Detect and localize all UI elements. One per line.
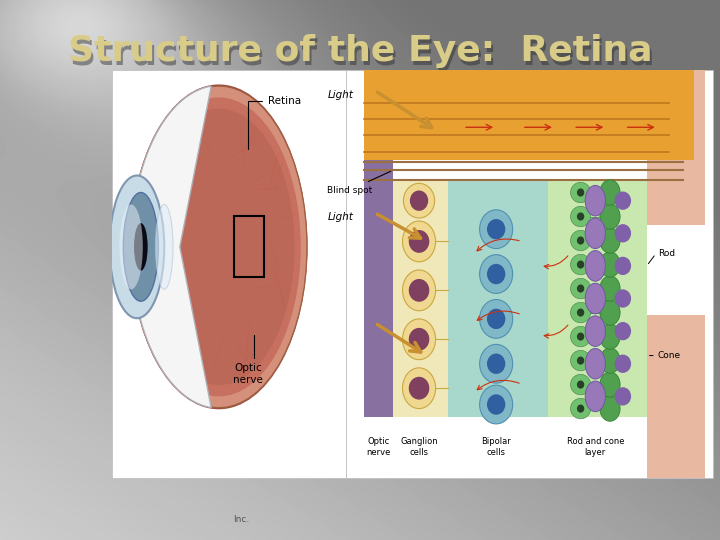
Polygon shape <box>647 70 706 225</box>
Circle shape <box>409 328 429 350</box>
Circle shape <box>577 308 585 316</box>
Text: Optic
nerve: Optic nerve <box>366 437 391 456</box>
Ellipse shape <box>585 251 606 281</box>
Ellipse shape <box>585 218 606 248</box>
Ellipse shape <box>600 348 620 373</box>
Ellipse shape <box>600 396 620 421</box>
Ellipse shape <box>585 348 606 379</box>
Ellipse shape <box>570 302 590 323</box>
Polygon shape <box>449 180 547 417</box>
Ellipse shape <box>131 86 307 408</box>
Circle shape <box>577 356 585 365</box>
Ellipse shape <box>615 224 631 242</box>
Text: Light: Light <box>327 90 354 100</box>
Bar <box>112 70 346 478</box>
Ellipse shape <box>615 355 631 373</box>
Polygon shape <box>647 315 706 478</box>
Text: Light: Light <box>327 212 354 222</box>
Ellipse shape <box>403 184 435 218</box>
Polygon shape <box>131 86 211 408</box>
Text: Retina: Retina <box>248 96 301 149</box>
Ellipse shape <box>137 97 301 396</box>
Ellipse shape <box>570 254 590 275</box>
Circle shape <box>577 333 585 341</box>
Text: Rod: Rod <box>658 249 675 258</box>
Ellipse shape <box>570 374 590 395</box>
Circle shape <box>409 279 429 302</box>
Circle shape <box>487 309 505 329</box>
Ellipse shape <box>480 300 513 338</box>
Ellipse shape <box>585 283 606 314</box>
Ellipse shape <box>600 252 620 277</box>
Circle shape <box>577 404 585 413</box>
Ellipse shape <box>615 256 631 275</box>
Ellipse shape <box>480 255 513 293</box>
Ellipse shape <box>585 185 606 216</box>
Polygon shape <box>364 160 393 417</box>
Circle shape <box>409 377 429 400</box>
Ellipse shape <box>480 385 513 424</box>
Ellipse shape <box>143 109 294 385</box>
Circle shape <box>577 381 585 389</box>
Ellipse shape <box>585 316 606 347</box>
Ellipse shape <box>156 205 173 289</box>
Circle shape <box>577 285 585 293</box>
Polygon shape <box>547 180 647 417</box>
Text: Blind spot: Blind spot <box>327 171 391 194</box>
Ellipse shape <box>480 210 513 248</box>
Text: Ganglion
cells: Ganglion cells <box>400 437 438 456</box>
Circle shape <box>577 237 585 245</box>
Ellipse shape <box>615 289 631 308</box>
Ellipse shape <box>570 183 590 202</box>
Text: Structure of the Eye:  Retina: Structure of the Eye: Retina <box>70 38 654 72</box>
Ellipse shape <box>600 324 620 349</box>
Ellipse shape <box>402 319 436 360</box>
Ellipse shape <box>402 270 436 310</box>
Circle shape <box>577 188 585 197</box>
Circle shape <box>487 264 505 284</box>
Ellipse shape <box>131 85 307 408</box>
Ellipse shape <box>570 326 590 347</box>
Ellipse shape <box>123 193 158 301</box>
Ellipse shape <box>600 204 620 229</box>
Ellipse shape <box>570 278 590 299</box>
Text: Inc.: Inc. <box>233 515 249 524</box>
Ellipse shape <box>570 206 590 227</box>
Ellipse shape <box>600 276 620 301</box>
Text: Bipolar
cells: Bipolar cells <box>481 437 511 456</box>
Circle shape <box>487 394 505 415</box>
Ellipse shape <box>570 231 590 251</box>
Ellipse shape <box>600 300 620 325</box>
Text: Cone: Cone <box>658 351 681 360</box>
Ellipse shape <box>134 223 148 271</box>
Circle shape <box>577 260 585 268</box>
Ellipse shape <box>615 387 631 406</box>
Ellipse shape <box>480 345 513 383</box>
Text: Structure of the Eye:  Retina: Structure of the Eye: Retina <box>68 35 652 68</box>
Bar <box>235 217 264 278</box>
Ellipse shape <box>600 228 620 253</box>
Ellipse shape <box>402 368 436 409</box>
Text: Optic
nerve: Optic nerve <box>233 335 263 385</box>
Ellipse shape <box>570 399 590 419</box>
Circle shape <box>409 230 429 253</box>
Bar <box>346 70 713 478</box>
Ellipse shape <box>109 176 164 318</box>
Ellipse shape <box>120 205 143 289</box>
Ellipse shape <box>585 381 606 411</box>
Circle shape <box>410 191 428 211</box>
Polygon shape <box>364 70 694 160</box>
Ellipse shape <box>570 350 590 371</box>
Ellipse shape <box>600 372 620 397</box>
Ellipse shape <box>600 180 620 205</box>
Text: Rod and cone
layer: Rod and cone layer <box>567 437 624 456</box>
Ellipse shape <box>402 221 436 262</box>
Circle shape <box>487 219 505 239</box>
Ellipse shape <box>615 322 631 340</box>
Polygon shape <box>393 180 449 417</box>
Ellipse shape <box>615 192 631 210</box>
Circle shape <box>487 354 505 374</box>
Circle shape <box>577 212 585 221</box>
